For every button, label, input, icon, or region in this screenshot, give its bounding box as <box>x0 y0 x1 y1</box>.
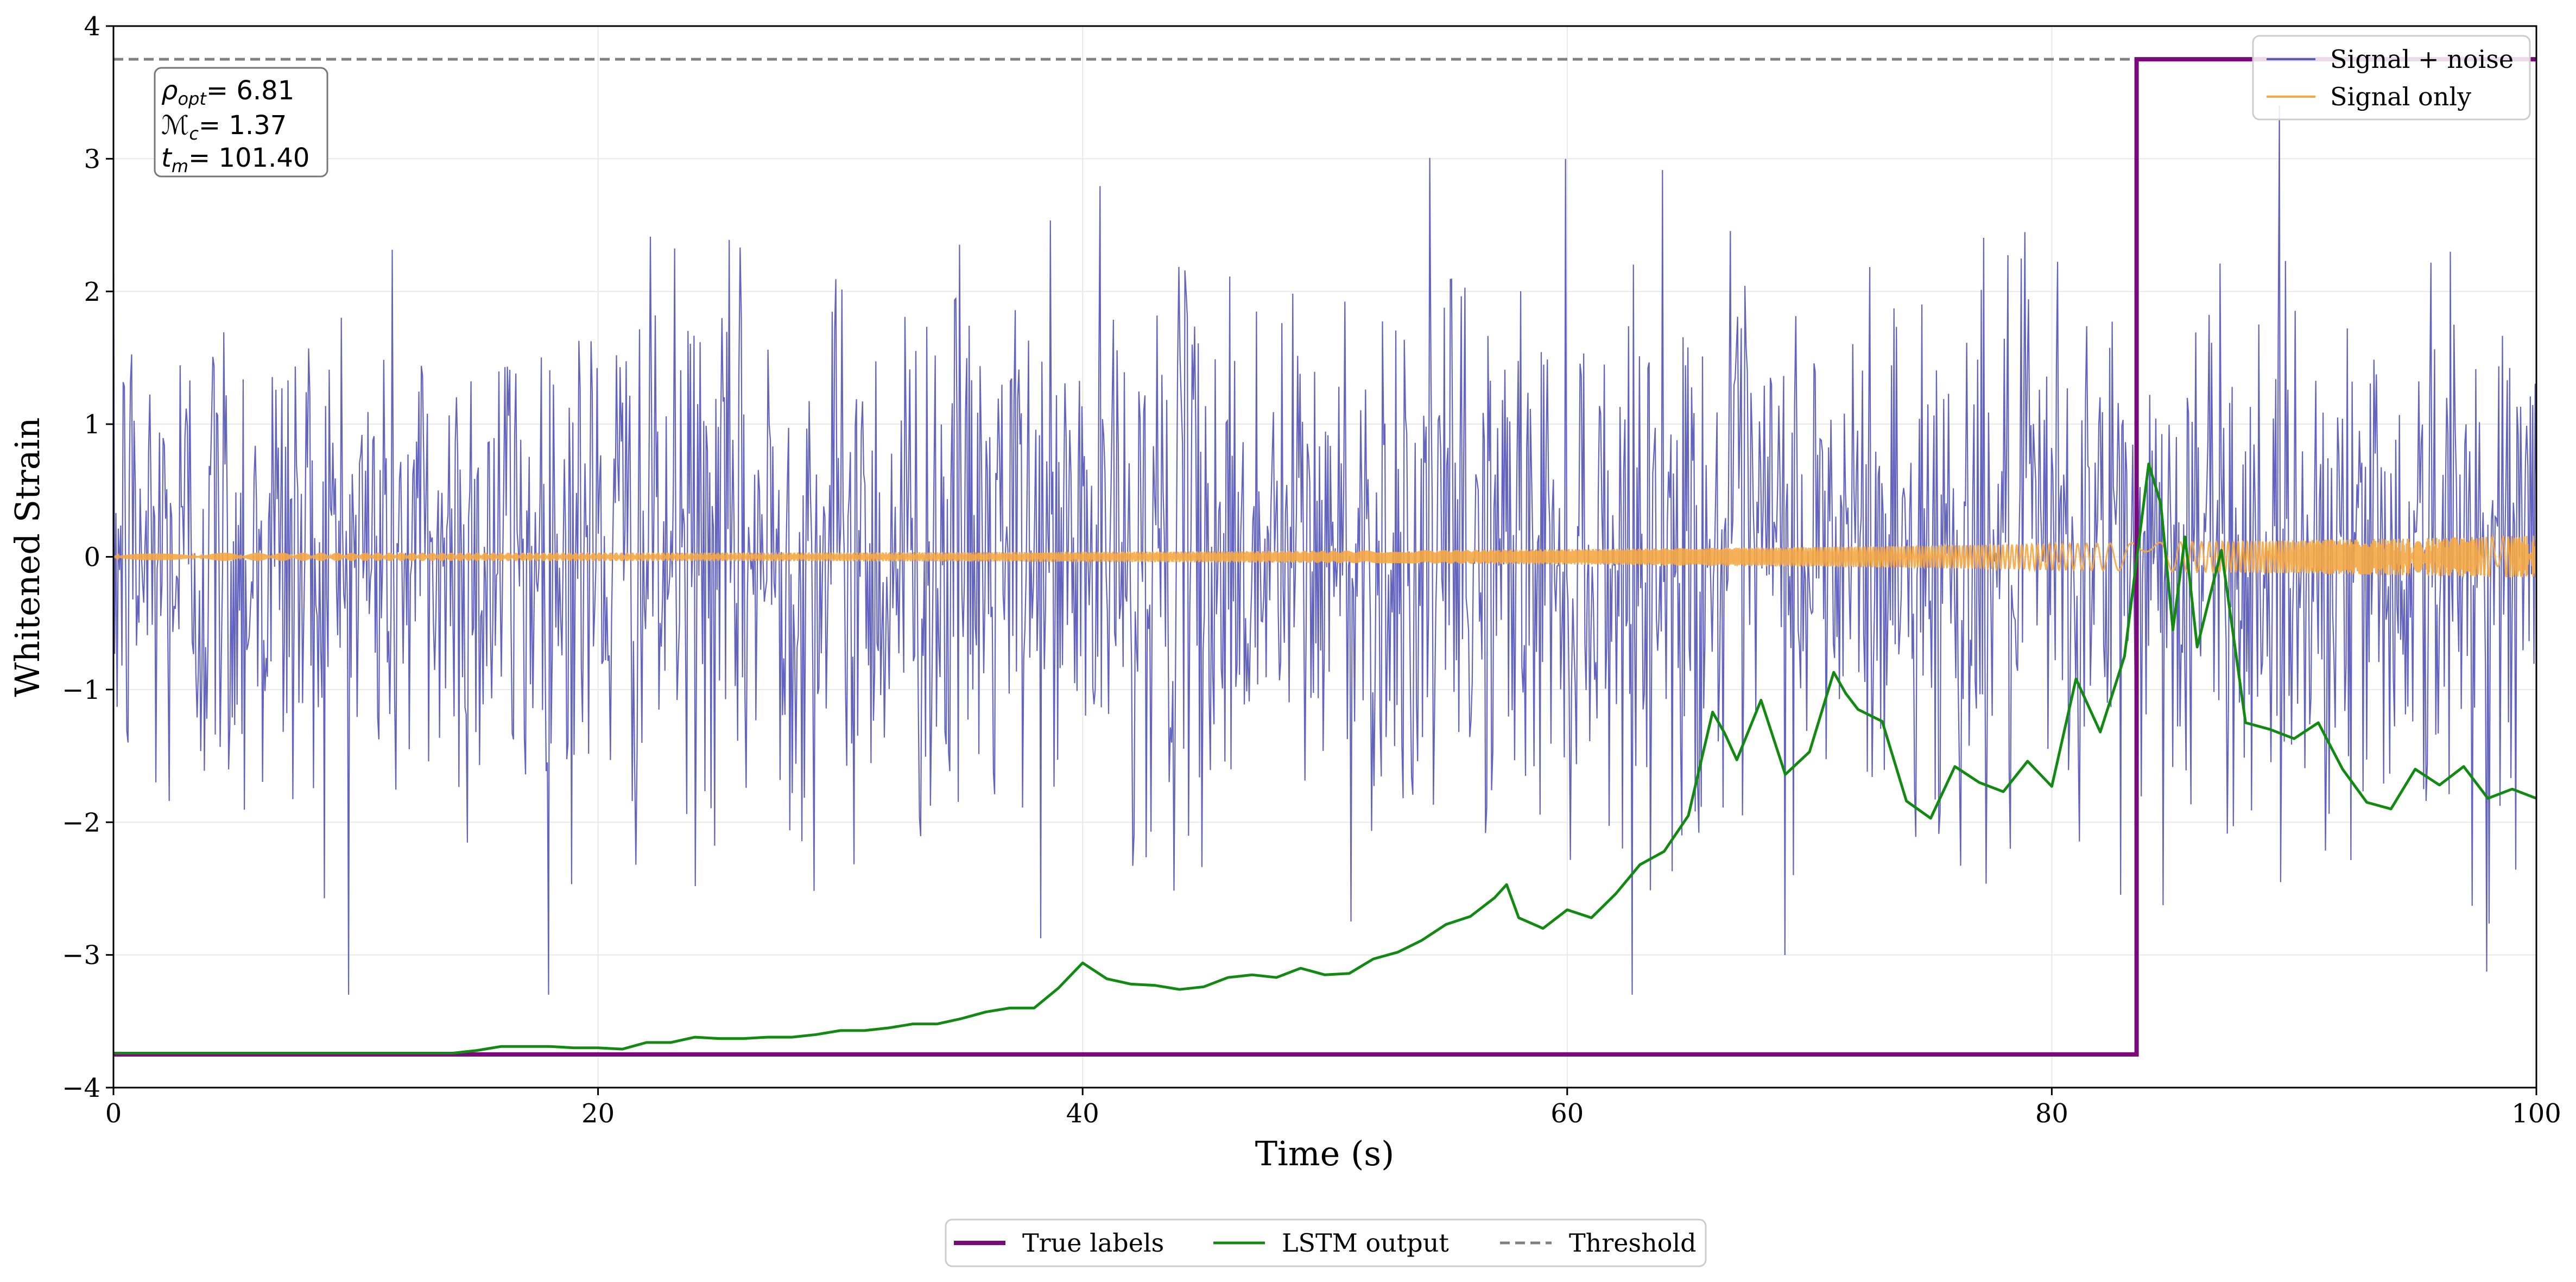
x-axis-label: Time (s) <box>1255 1134 1395 1173</box>
parameter-annotation: ρopt= 6.81 ℳc= 1.37 tm= 101.40 <box>154 67 328 178</box>
x-tick-label: 20 <box>581 1098 615 1129</box>
y-tick-label: 2 <box>84 277 100 307</box>
lstm-output-line <box>113 462 2536 1054</box>
x-axis-ticks: 0 20 40 60 80 100 <box>105 1088 2561 1129</box>
x-tick-label: 60 <box>1550 1098 1584 1129</box>
x-tick-label: 40 <box>1066 1098 1099 1129</box>
y-tick-label: 4 <box>84 11 100 42</box>
legend-label-threshold: Threshold <box>1569 1228 1697 1258</box>
legend-label-signal-only: Signal only <box>2330 82 2471 111</box>
annotation-tm: tm= 101.40 <box>161 143 309 176</box>
legend-label-signal-noise: Signal + noise <box>2330 45 2514 74</box>
y-tick-label: −3 <box>62 940 100 971</box>
legend-lower: True labels LSTM output Threshold <box>945 1218 1707 1267</box>
y-tick-label: −1 <box>62 675 100 705</box>
y-tick-label: −2 <box>62 807 100 838</box>
y-tick-label: 0 <box>84 542 100 573</box>
signal-only-line <box>113 534 2536 578</box>
y-tick-label: −4 <box>62 1073 100 1103</box>
y-tick-label: 3 <box>84 144 100 174</box>
signal-only-series <box>113 534 2536 578</box>
legend-upper: Signal + noise Signal only <box>2252 35 2531 121</box>
y-axis-ticks: −4 −3 −2 −1 0 1 2 3 4 <box>62 11 113 1103</box>
annotation-mc: ℳc= 1.37 <box>161 110 287 144</box>
lstm-output-series <box>113 462 2536 1054</box>
signal-noise-line <box>113 105 2536 995</box>
y-tick-label: 1 <box>84 409 100 440</box>
annotation-box <box>154 67 328 178</box>
annotation-rho: ρopt= 6.81 <box>161 75 294 109</box>
legend-lower-frame <box>945 1218 1707 1267</box>
legend-label-true-labels: True labels <box>1022 1228 1164 1258</box>
x-tick-label: 100 <box>2511 1098 2561 1129</box>
legend-upper-frame <box>2252 35 2531 121</box>
y-axis-label: Whitened Strain <box>8 418 47 697</box>
signal-noise-series <box>113 105 2536 995</box>
x-tick-label: 0 <box>105 1098 122 1129</box>
legend-label-lstm-output: LSTM output <box>1282 1228 1449 1258</box>
x-tick-label: 80 <box>2035 1098 2068 1129</box>
